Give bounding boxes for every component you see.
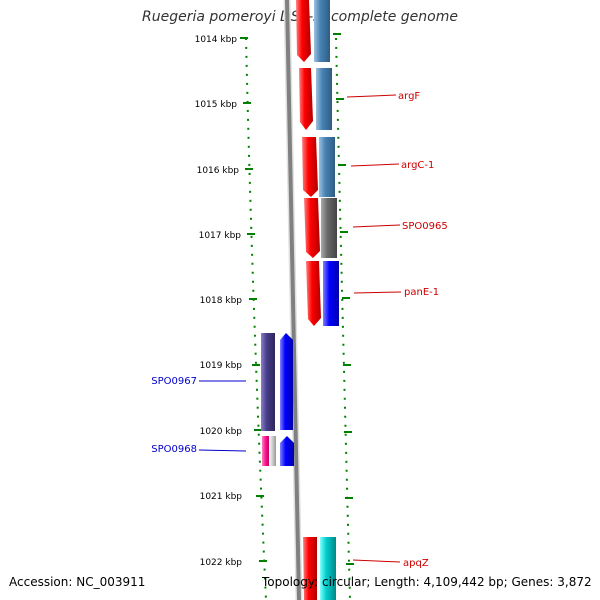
tick-mark-left: [256, 495, 264, 497]
gene-label-argF[interactable]: argF: [398, 91, 420, 102]
tick-mark-right: [343, 364, 351, 366]
tick-label: 1018 kbp: [200, 296, 243, 306]
gene-label-SPO0967[interactable]: SPO0967: [151, 376, 197, 387]
tick-label: 1022 kbp: [200, 558, 243, 568]
label-leader-line: [352, 559, 401, 563]
gene-label-SPO0968[interactable]: SPO0968: [151, 444, 197, 455]
tick-label: 1017 kbp: [199, 231, 242, 241]
tick-mark-right: [336, 98, 344, 100]
forward-gene-arrow[interactable]: [306, 261, 321, 326]
reverse-gene-arrow[interactable]: [280, 333, 293, 430]
forward-feature-track: [314, 0, 339, 600]
tick-label: 1014 kbp: [195, 35, 238, 45]
tick-mark-left: [252, 364, 260, 366]
forward-gene-arrow[interactable]: [304, 198, 320, 258]
label-leader-line: [353, 291, 402, 294]
tick-mark-left: [259, 560, 267, 562]
gene-label-apqZ[interactable]: apqZ: [403, 558, 429, 569]
tick-mark-right: [342, 297, 350, 299]
genome-summary-text: Topology: circular; Length: 4,109,442 bp…: [262, 575, 592, 589]
gene-label-panE-1[interactable]: panE-1: [404, 287, 439, 298]
gene-label-argC-1[interactable]: argC-1: [401, 160, 434, 171]
label-leader-line: [346, 94, 397, 98]
tick-label: 1016 kbp: [197, 166, 240, 176]
label-leader-line: [352, 224, 401, 228]
tick-label: 1021 kbp: [200, 492, 243, 502]
feature-block-gray[interactable]: [321, 198, 337, 258]
forward-cds-track: [296, 0, 321, 600]
tick-mark-right: [346, 563, 354, 565]
gene-label-SPO0965[interactable]: SPO0965: [402, 221, 448, 232]
forward-gene-arrow[interactable]: [296, 0, 311, 62]
tick-mark-right: [344, 431, 352, 433]
forward-gene-arrow[interactable]: [303, 537, 317, 600]
label-leader-line: [198, 449, 247, 452]
feature-block-steelblue[interactable]: [316, 68, 332, 130]
accession-text: Accession: NC_003911: [9, 575, 146, 589]
reverse-gene-labels: SPO0967 SPO0968: [151, 376, 247, 455]
reverse-strand-guide: [245, 37, 267, 600]
tick-label: 1020 kbp: [200, 427, 243, 437]
forward-strand-guide: [335, 37, 351, 600]
feature-block-steelblue[interactable]: [314, 0, 330, 62]
feature-block-light[interactable]: [269, 436, 276, 466]
reverse-gene-arrow[interactable]: [280, 436, 294, 466]
feature-block-pink[interactable]: [262, 436, 269, 466]
genome-backbone: [285, 0, 301, 600]
tick-mark-right: [338, 164, 346, 166]
reverse-cds-track: [261, 333, 294, 466]
label-leader-line: [350, 163, 400, 167]
tick-mark-left: [240, 37, 248, 39]
tick-label: 1015 kbp: [195, 100, 238, 110]
tick-mark-left: [254, 429, 262, 431]
ruler-ticks: [240, 33, 354, 565]
tick-mark-left: [249, 298, 257, 300]
tick-mark-right: [340, 231, 348, 233]
tick-mark-left: [245, 168, 253, 170]
tick-mark-left: [243, 102, 251, 104]
feature-block-cyan[interactable]: [320, 537, 336, 600]
tick-mark-left: [247, 233, 255, 235]
forward-gene-arrow[interactable]: [299, 68, 313, 130]
tick-mark-right: [345, 497, 353, 499]
feature-block-blue[interactable]: [323, 261, 339, 326]
forward-gene-arrow[interactable]: [302, 137, 318, 197]
feature-block-steelblue[interactable]: [319, 137, 335, 197]
forward-gene-labels: argF argC-1 SPO0965 panE-1 apqZ: [346, 91, 448, 569]
tick-label: 1019 kbp: [200, 361, 243, 371]
tick-mark-right: [333, 33, 341, 35]
feature-block-slateblue[interactable]: [261, 333, 275, 431]
